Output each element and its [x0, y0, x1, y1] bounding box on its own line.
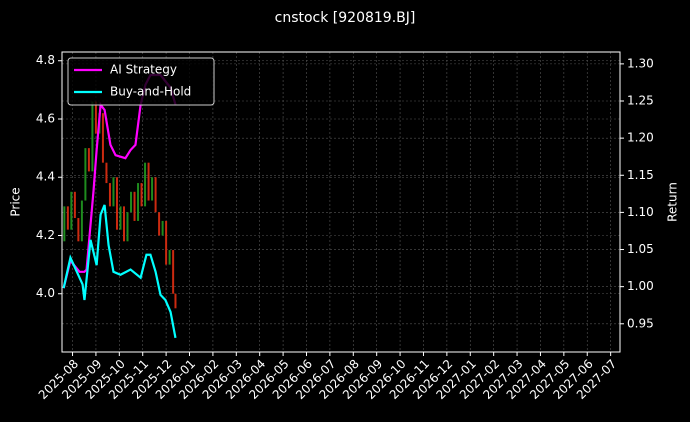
- y2-tick-label: 1.30: [627, 56, 654, 70]
- y-tick-label: 4.6: [36, 111, 55, 125]
- y-tick-label: 4.4: [36, 170, 55, 184]
- y2-tick-label: 1.00: [627, 279, 654, 293]
- y2-tick-label: 1.20: [627, 131, 654, 145]
- y2-tick-label: 0.95: [627, 316, 654, 330]
- chart-title: cnstock [920819.BJ]: [275, 10, 416, 26]
- y2-tick-label: 1.25: [627, 94, 654, 108]
- legend-box: [67, 57, 215, 106]
- y2-tick-label: 1.10: [627, 205, 654, 219]
- y-tick-label: 4.0: [36, 286, 55, 300]
- y-tick-label: 4.8: [36, 53, 55, 67]
- y-axis-label: Price: [9, 187, 23, 216]
- y2-tick-label: 1.05: [627, 242, 654, 256]
- y2-tick-label: 1.15: [627, 168, 654, 182]
- plot-frame: [61, 51, 621, 353]
- y-tick-label: 4.2: [36, 228, 55, 242]
- legend-label: Buy-and-Hold: [110, 85, 191, 99]
- return-line: [62, 204, 177, 339]
- y2-axis-label: Return: [666, 182, 680, 222]
- legend-label: AI Strategy: [110, 63, 177, 77]
